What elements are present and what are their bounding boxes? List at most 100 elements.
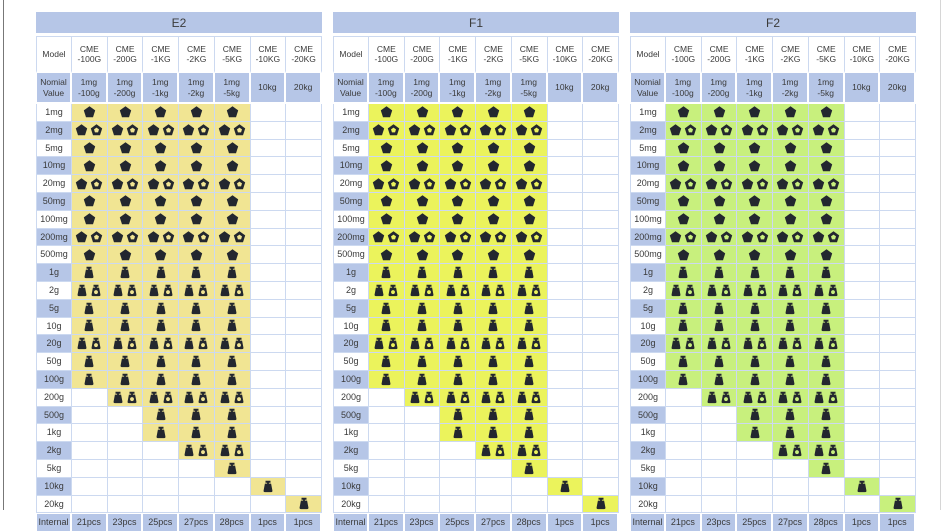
row-label: 1mg <box>36 104 72 122</box>
pentagon-solid-icon <box>784 142 797 154</box>
weight-cell <box>701 353 738 371</box>
pentagon-solid-icon <box>741 231 753 243</box>
weight-cell <box>737 210 774 229</box>
pentagon-hollow-icon <box>827 231 840 243</box>
weight-cell <box>179 353 215 371</box>
weight-cell <box>214 104 251 122</box>
icon-group <box>773 246 808 263</box>
pentagon-solid-icon <box>190 213 203 225</box>
weight-hollow-icon <box>828 337 838 350</box>
weight-solid-icon <box>714 373 724 385</box>
icon-group <box>512 175 547 192</box>
pentagon-hollow-icon <box>233 231 246 243</box>
weight-cell <box>143 210 180 229</box>
icon-group <box>179 229 214 246</box>
text-line: CME <box>673 43 693 54</box>
weight-cell <box>107 495 144 514</box>
weight-cell <box>476 139 512 158</box>
weight-solid-icon <box>220 337 230 350</box>
pentagon-solid-icon <box>408 231 421 243</box>
pentagon-hollow-icon <box>388 177 400 189</box>
weight-solid-icon <box>410 391 420 403</box>
icon-group <box>108 246 143 263</box>
icon-group <box>72 318 107 335</box>
weight-solid-icon <box>156 355 166 368</box>
weight-cell <box>773 442 809 460</box>
weight-cell <box>583 228 619 247</box>
internal-count-cell: 28pcs <box>214 513 251 531</box>
weight-cell <box>547 121 584 140</box>
internal-count-cell: 28pcs <box>808 513 845 531</box>
weight-hollow-icon <box>721 284 731 296</box>
weight-solid-icon <box>524 320 534 332</box>
pentagon-solid-icon <box>713 106 725 118</box>
text-line: -2KG <box>780 54 801 64</box>
weight-cell <box>701 495 738 514</box>
weight-cell <box>880 424 916 443</box>
weight-cell <box>440 299 477 318</box>
weight-cell <box>72 121 108 140</box>
weight-cell <box>511 281 548 300</box>
weight-hollow-icon <box>163 337 173 350</box>
weight-solid-icon <box>482 284 491 296</box>
icon-group <box>440 122 475 139</box>
row-label: 2kg <box>630 442 666 460</box>
weight-cell <box>286 353 322 371</box>
icon-group <box>369 318 404 335</box>
internal-count-cell: 27pcs <box>476 513 512 531</box>
weight-solid-icon <box>489 320 498 332</box>
internal-count-cell: 21pcs <box>666 513 702 531</box>
weight-cell <box>701 477 738 496</box>
icon-group <box>440 175 475 192</box>
icon-group <box>215 389 250 406</box>
weight-cell <box>404 459 441 478</box>
icon-group <box>476 407 511 424</box>
weight-solid-icon <box>374 337 384 350</box>
weight-cell <box>369 104 405 122</box>
text-line: -1kg <box>151 87 169 98</box>
nominal-cell: 1mg -200g <box>107 73 144 104</box>
text-line: CME <box>888 43 908 54</box>
weight-solid-icon <box>192 266 201 279</box>
icon-group <box>215 140 250 157</box>
icon-group <box>773 318 808 335</box>
weight-cell <box>404 281 441 300</box>
icon-group <box>512 246 547 263</box>
pentagon-solid-icon <box>452 160 464 172</box>
icon-group <box>773 424 808 441</box>
icon-group <box>179 407 214 424</box>
icon-group <box>108 229 143 246</box>
icon-group <box>737 104 772 121</box>
table-title: F1 <box>333 12 619 33</box>
weight-cell <box>844 139 881 158</box>
pentagon-solid-icon <box>705 177 718 189</box>
weight-solid-icon <box>750 355 760 368</box>
weight-cell <box>72 335 108 354</box>
weight-cell <box>476 192 512 211</box>
icon-group <box>512 264 547 281</box>
icon-group <box>666 229 701 246</box>
weight-cell <box>773 353 809 371</box>
icon-group <box>773 104 808 121</box>
weight-cell <box>250 264 287 282</box>
icon-group <box>737 407 772 424</box>
weight-solid-icon <box>743 284 753 296</box>
weight-cell <box>476 495 512 514</box>
weight-cell <box>107 477 144 496</box>
pentagon-solid-icon <box>749 195 761 207</box>
icon-group <box>179 442 214 459</box>
weight-cell <box>476 157 512 176</box>
icon-group <box>405 282 440 299</box>
row-label: 10g <box>630 317 666 336</box>
nominal-header-cell: Nomial Value <box>36 73 72 104</box>
icon-group <box>440 264 475 281</box>
weight-cell <box>476 442 512 460</box>
weight-solid-icon <box>156 266 166 279</box>
icon-group <box>405 122 440 139</box>
page-right-edge <box>940 0 941 510</box>
nominal-cell: 10kg <box>250 73 287 104</box>
text-line: CME <box>79 43 99 54</box>
weight-cell <box>107 335 144 354</box>
weight-cell <box>773 157 809 176</box>
weight-cell <box>286 104 322 122</box>
